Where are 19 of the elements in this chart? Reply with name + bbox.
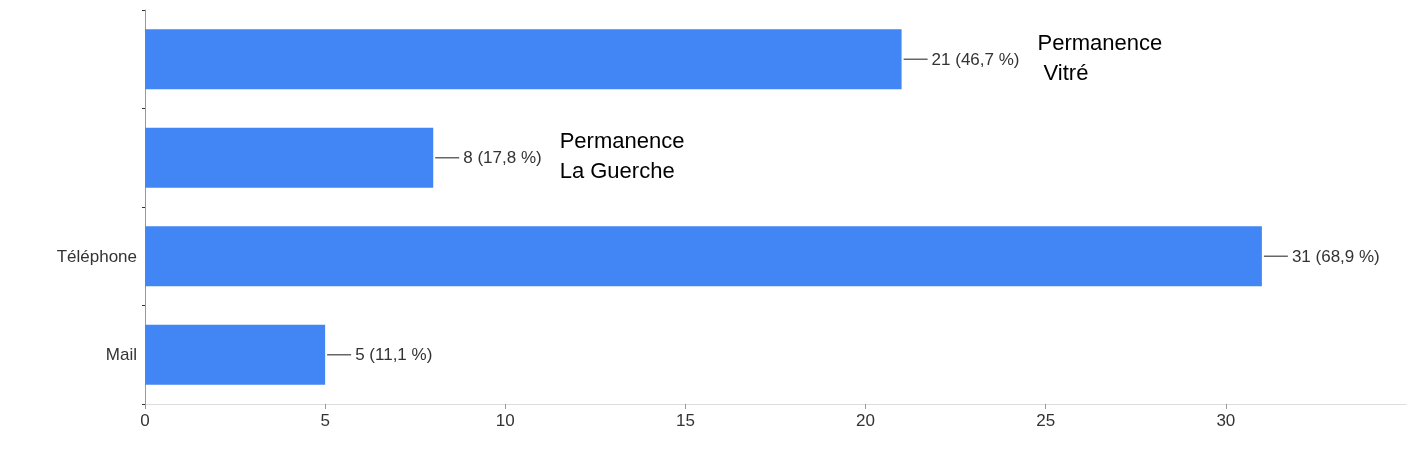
bar (145, 324, 326, 385)
x-tick-label: 0 (140, 411, 150, 430)
x-tick-label: 5 (320, 411, 330, 430)
bar (145, 127, 434, 188)
x-tick-label: 25 (1036, 411, 1056, 430)
bar (145, 226, 1262, 287)
annotation: Permanence Vitré (1037, 29, 1163, 85)
y-tick-label: Téléphone (56, 246, 137, 266)
x-tick-label: 10 (495, 411, 515, 430)
x-tick-label: 15 (675, 411, 695, 430)
bar (145, 29, 902, 90)
data-label: 31 (68,9 %) (1291, 246, 1380, 266)
annotation: Permanence La Guerche (559, 128, 685, 184)
x-tick-label: 20 (856, 411, 876, 430)
y-tick-label: Mail (105, 345, 137, 365)
data-label: 8 (17,8 %) (463, 148, 542, 168)
data-label: 5 (11,1 %) (355, 345, 433, 365)
x-tick-label: 30 (1216, 411, 1236, 430)
data-label: 21 (46,7 %) (931, 49, 1020, 69)
